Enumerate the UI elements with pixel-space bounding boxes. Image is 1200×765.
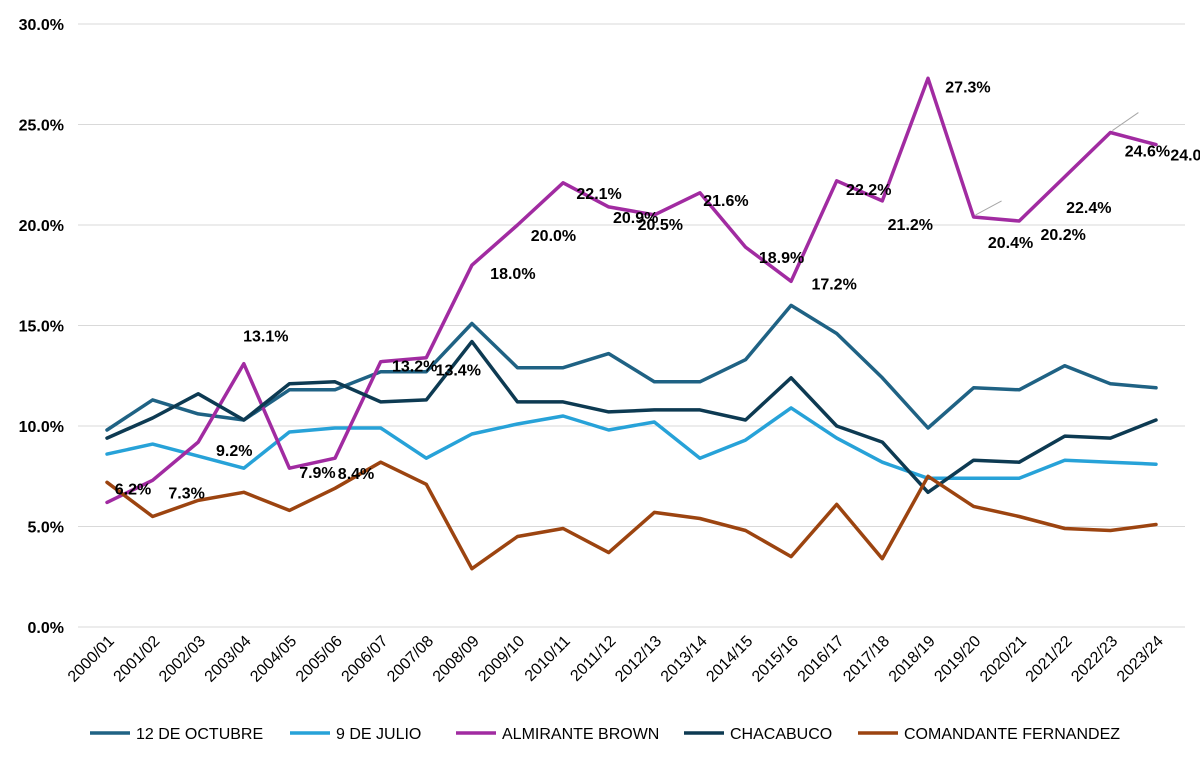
- x-tick-label: 2010/11: [522, 633, 574, 685]
- y-tick-label: 10.0%: [19, 419, 64, 436]
- legend-item: 12 DE OCTUBRE: [90, 726, 263, 743]
- data-label: 22.4%: [1066, 200, 1111, 217]
- data-label: 20.4%: [988, 235, 1033, 252]
- data-label: 24.0%: [1170, 148, 1200, 165]
- y-tick-label: 20.0%: [19, 218, 64, 235]
- x-tick-label: 2013/14: [658, 633, 711, 686]
- y-tick-label: 25.0%: [19, 118, 64, 135]
- data-label: 6.2%: [115, 481, 151, 498]
- data-label: 21.6%: [703, 193, 748, 210]
- data-label: 7.3%: [168, 485, 204, 502]
- x-tick-label: 2009/10: [475, 633, 528, 686]
- data-label: 20.0%: [531, 228, 576, 245]
- x-tick-label: 2012/13: [612, 633, 665, 686]
- x-tick-label: 2021/22: [1023, 633, 1076, 686]
- x-tick-label: 2020/21: [977, 633, 1030, 686]
- data-label: 27.3%: [945, 79, 990, 96]
- legend: 12 DE OCTUBRE 9 DE JULIO ALMIRANTE BROWN CH…: [90, 726, 1120, 743]
- data-label: 18.0%: [490, 266, 535, 283]
- x-tick-label: 2001/02: [111, 633, 164, 686]
- x-tick-label: 2004/05: [247, 633, 300, 686]
- data-label: 13.1%: [243, 329, 288, 346]
- x-tick-label: 2016/17: [795, 633, 848, 686]
- series-line-9-de-julio: [105, 406, 1158, 481]
- data-label: 24.6%: [1125, 144, 1170, 161]
- series-line-almirante-brown: [105, 76, 1158, 505]
- y-tick-label: 15.0%: [19, 319, 64, 336]
- x-tick-label: 2017/18: [840, 633, 893, 686]
- y-tick-label: 30.0%: [19, 17, 64, 34]
- data-label: 22.2%: [846, 182, 891, 199]
- x-tick-label: 2014/15: [703, 633, 756, 686]
- legend-item: CHACABUCO: [684, 726, 832, 743]
- data-label: 13.2%: [392, 359, 437, 376]
- x-tick-label: 2006/07: [339, 633, 392, 686]
- leader-line: [975, 200, 1002, 216]
- data-label: 21.2%: [888, 217, 933, 234]
- series-line-chacabuco: [105, 339, 1158, 495]
- x-tick-label: 2008/09: [430, 633, 483, 686]
- legend-label: ALMIRANTE BROWN: [502, 726, 659, 743]
- legend-label: 9 DE JULIO: [336, 726, 421, 743]
- y-tick-label: 5.0%: [28, 520, 64, 537]
- data-label: 20.9%: [613, 210, 658, 227]
- data-label: 20.5%: [638, 217, 683, 234]
- data-label: 9.2%: [216, 443, 252, 460]
- x-tick-label: 2022/23: [1068, 633, 1121, 686]
- data-label: 22.1%: [576, 186, 621, 203]
- x-tick-label: 2015/16: [749, 633, 802, 686]
- data-label: 17.2%: [811, 276, 856, 293]
- legend-label: CHACABUCO: [730, 726, 832, 743]
- x-axis-ticks: 2000/012001/022002/032003/042004/052005/…: [65, 633, 1167, 686]
- gridlines: [78, 23, 1185, 628]
- x-tick-label: 2011/12: [567, 633, 619, 685]
- x-tick-label: 2002/03: [156, 633, 209, 686]
- legend-label: 12 DE OCTUBRE: [136, 726, 263, 743]
- series-line-12-de-octubre: [105, 303, 1158, 432]
- leader-line: [1112, 112, 1139, 131]
- x-tick-label: 2019/20: [931, 633, 984, 686]
- data-label: 20.2%: [1040, 227, 1085, 244]
- x-tick-label: 2000/01: [65, 633, 118, 686]
- data-label: 7.9%: [299, 465, 335, 482]
- x-tick-label: 2018/19: [886, 633, 939, 686]
- legend-label: COMANDANTE FERNANDEZ: [904, 726, 1120, 743]
- legend-item: 9 DE JULIO: [290, 726, 421, 743]
- x-tick-label: 2007/08: [384, 633, 437, 686]
- data-label: 8.4%: [338, 466, 374, 483]
- series-line-comandante-fernandez: [105, 460, 1158, 571]
- x-tick-label: 2023/24: [1114, 633, 1167, 686]
- x-tick-label: 2003/04: [202, 633, 255, 686]
- data-label: 18.9%: [759, 250, 804, 267]
- legend-item: COMANDANTE FERNANDEZ: [858, 726, 1120, 743]
- x-tick-label: 2005/06: [293, 633, 346, 686]
- series-lines: [105, 76, 1158, 571]
- data-label: 13.4%: [436, 363, 481, 380]
- data-labels: 6.2% 7.3% 9.2% 13.1% 7.9% 8.4% 13.2%13.4% 18.0%…: [115, 79, 1200, 502]
- y-tick-label: 0.0%: [28, 620, 64, 637]
- legend-item: ALMIRANTE BROWN: [456, 726, 659, 743]
- y-axis-ticks: 0.0% 5.0% 10.0% 15.0% 20.0% 25.0% 30.0%: [19, 17, 64, 637]
